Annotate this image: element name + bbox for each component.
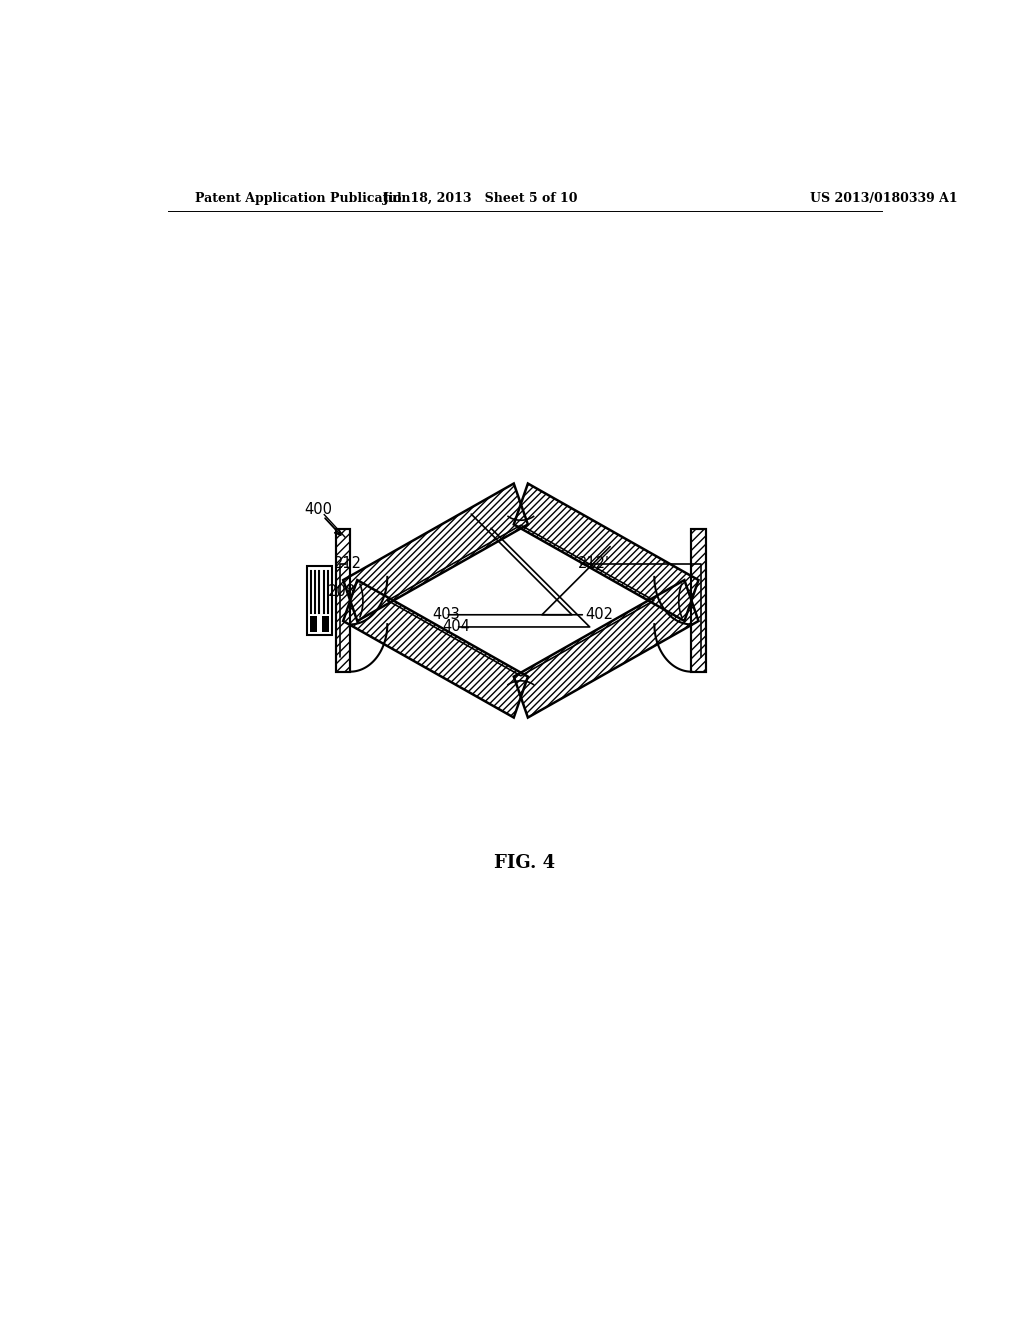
Text: 212': 212'	[578, 557, 610, 572]
Text: 403: 403	[433, 607, 461, 622]
Polygon shape	[514, 579, 698, 718]
Text: FIG. 4: FIG. 4	[495, 854, 555, 871]
Text: Jul. 18, 2013   Sheet 5 of 10: Jul. 18, 2013 Sheet 5 of 10	[383, 191, 579, 205]
Text: 400: 400	[304, 502, 332, 516]
Text: 404: 404	[442, 619, 470, 635]
Text: 212: 212	[334, 557, 362, 572]
Polygon shape	[514, 483, 698, 620]
Bar	[309, 616, 316, 632]
Text: US 2013/0180339 A1: US 2013/0180339 A1	[811, 191, 958, 205]
Text: 208: 208	[328, 583, 356, 599]
Polygon shape	[343, 579, 528, 718]
Text: Patent Application Publication: Patent Application Publication	[196, 191, 411, 205]
Polygon shape	[343, 483, 528, 620]
Polygon shape	[336, 529, 350, 672]
Text: 402: 402	[585, 607, 613, 622]
Bar	[322, 616, 329, 632]
Bar	[306, 566, 332, 635]
Polygon shape	[691, 529, 706, 672]
